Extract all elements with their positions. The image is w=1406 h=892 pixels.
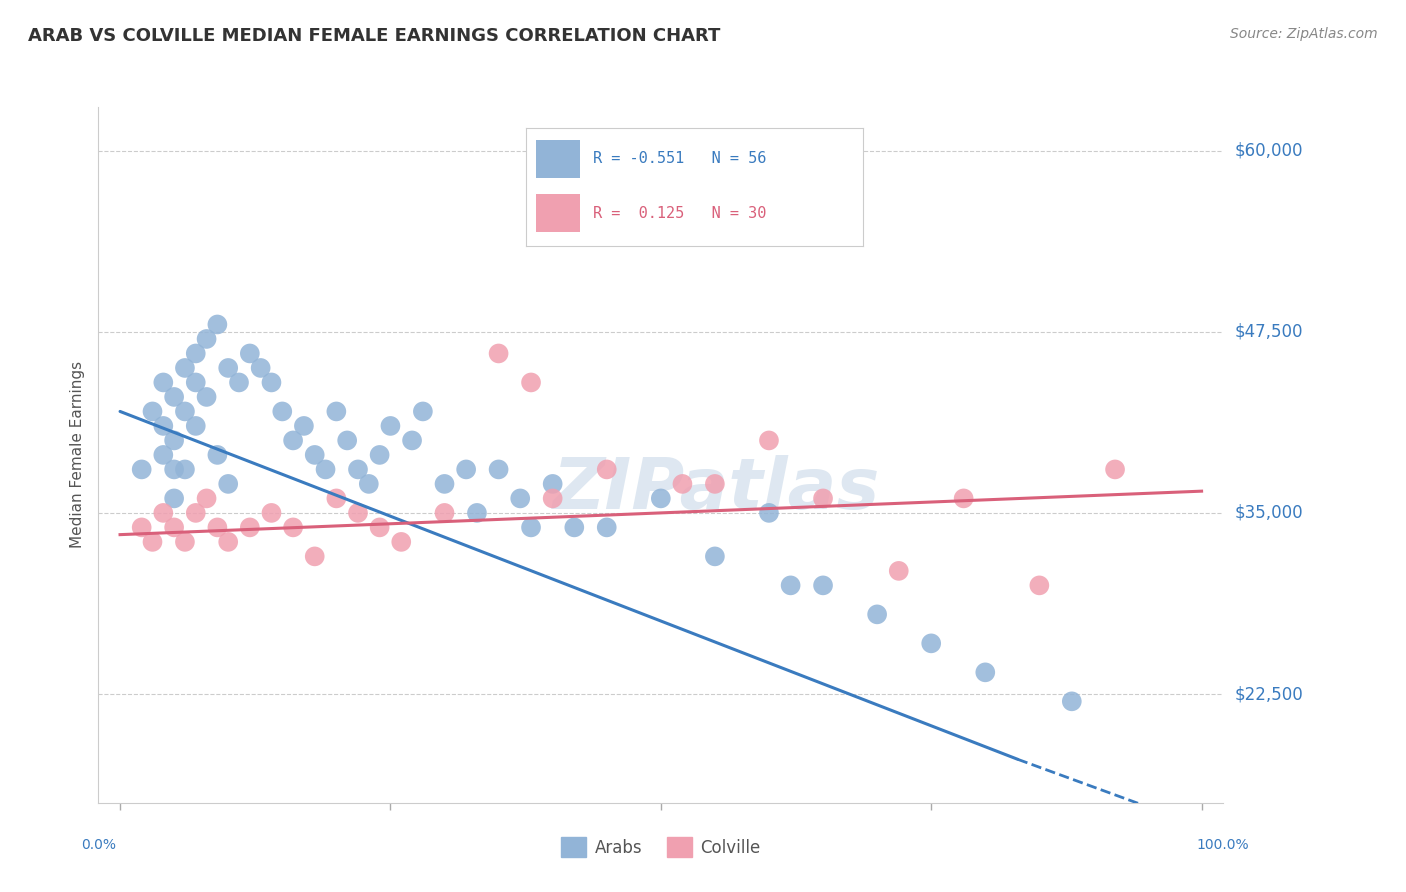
Point — [131, 520, 153, 534]
Point — [520, 376, 543, 390]
Point — [174, 361, 197, 376]
Point — [304, 549, 326, 564]
Point — [207, 318, 229, 332]
Point — [315, 462, 337, 476]
Text: Source: ZipAtlas.com: Source: ZipAtlas.com — [1230, 27, 1378, 41]
Point — [152, 376, 174, 390]
Point — [1104, 462, 1126, 476]
Point — [163, 390, 186, 404]
Point — [920, 636, 942, 650]
Text: $35,000: $35,000 — [1234, 504, 1303, 522]
Point — [292, 419, 315, 434]
Point — [811, 491, 834, 506]
Point — [433, 506, 456, 520]
Point — [163, 434, 186, 448]
Point — [207, 448, 229, 462]
Point — [1028, 578, 1050, 592]
Point — [380, 419, 402, 434]
Point — [249, 361, 271, 376]
Point — [184, 419, 207, 434]
Point — [433, 477, 456, 491]
Point — [368, 448, 391, 462]
Point — [389, 535, 412, 549]
Point — [974, 665, 997, 680]
Point — [239, 346, 262, 360]
Point — [174, 404, 197, 418]
Point — [465, 506, 488, 520]
Text: 0.0%: 0.0% — [82, 838, 115, 852]
Point — [163, 462, 186, 476]
Point — [703, 477, 725, 491]
Point — [152, 506, 174, 520]
Y-axis label: Median Female Earnings: Median Female Earnings — [69, 361, 84, 549]
Text: ZIPatlas: ZIPatlas — [554, 455, 880, 524]
Point — [281, 520, 304, 534]
Point — [239, 520, 262, 534]
Point — [325, 491, 347, 506]
Point — [509, 491, 531, 506]
Point — [520, 520, 543, 534]
Point — [758, 506, 780, 520]
Point — [412, 404, 434, 418]
Text: ARAB VS COLVILLE MEDIAN FEMALE EARNINGS CORRELATION CHART: ARAB VS COLVILLE MEDIAN FEMALE EARNINGS … — [28, 27, 720, 45]
Point — [541, 491, 564, 506]
Point — [541, 477, 564, 491]
Point — [228, 376, 250, 390]
Point — [260, 506, 283, 520]
Legend: Arabs, Colville: Arabs, Colville — [554, 830, 768, 864]
Point — [703, 549, 725, 564]
Point — [650, 491, 672, 506]
Text: $60,000: $60,000 — [1234, 142, 1303, 160]
Point — [174, 462, 197, 476]
Point — [260, 376, 283, 390]
Point — [596, 462, 619, 476]
Point — [141, 404, 163, 418]
Point — [357, 477, 380, 491]
Point — [163, 520, 186, 534]
Point — [811, 578, 834, 592]
Point — [195, 332, 218, 346]
Point — [131, 462, 153, 476]
Point — [887, 564, 910, 578]
Point — [758, 434, 780, 448]
Point — [152, 419, 174, 434]
Point — [184, 376, 207, 390]
Point — [163, 491, 186, 506]
Point — [271, 404, 294, 418]
Point — [562, 520, 585, 534]
Point — [488, 462, 510, 476]
Point — [671, 477, 693, 491]
Point — [1060, 694, 1083, 708]
Point — [336, 434, 359, 448]
Point — [488, 346, 510, 360]
Point — [174, 535, 197, 549]
Text: $22,500: $22,500 — [1234, 685, 1303, 703]
Point — [217, 535, 239, 549]
Point — [184, 506, 207, 520]
Point — [596, 520, 619, 534]
Point — [217, 477, 239, 491]
Point — [184, 346, 207, 360]
Point — [304, 448, 326, 462]
Point — [368, 520, 391, 534]
Point — [325, 404, 347, 418]
Point — [281, 434, 304, 448]
Text: $47,500: $47,500 — [1234, 323, 1303, 341]
Point — [347, 506, 370, 520]
Text: 100.0%: 100.0% — [1197, 838, 1250, 852]
Point — [456, 462, 478, 476]
Point — [401, 434, 423, 448]
Point — [152, 448, 174, 462]
Point — [195, 491, 218, 506]
Point — [952, 491, 974, 506]
Point — [207, 520, 229, 534]
Point — [141, 535, 163, 549]
Point — [779, 578, 801, 592]
Point — [347, 462, 370, 476]
Point — [195, 390, 218, 404]
Point — [217, 361, 239, 376]
Point — [866, 607, 889, 622]
